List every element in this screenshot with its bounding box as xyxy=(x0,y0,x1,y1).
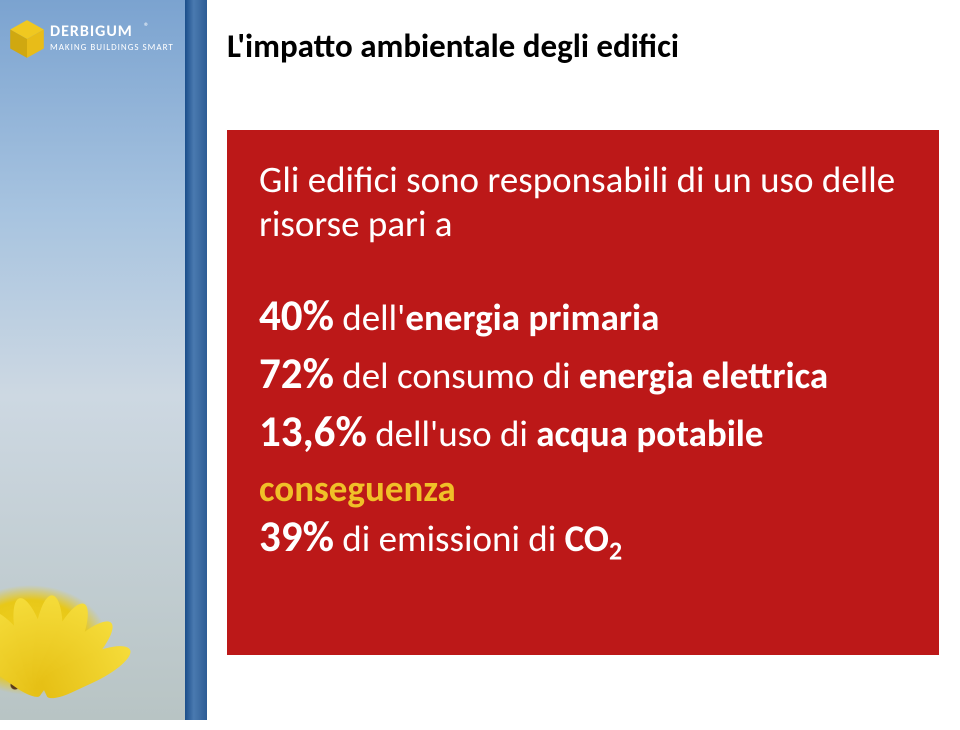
stats-panel: Gli edifici sono responsabili di un uso … xyxy=(227,130,939,655)
consequence-em: CO xyxy=(565,516,609,561)
stat-mid: dell'uso di xyxy=(367,411,536,456)
stat-mid: dell' xyxy=(334,295,405,340)
stat-pct: 13,6% xyxy=(259,405,367,458)
stat-em: acqua potabile xyxy=(536,411,763,456)
consequence-label: conseguenza xyxy=(259,469,907,510)
stat-mid: del consumo di xyxy=(334,353,579,398)
stats-list: 40% dell'energia primaria72% del consumo… xyxy=(259,287,907,461)
brand-name: DERBIGUM xyxy=(50,22,133,41)
stat-em: energia elettrica xyxy=(579,353,828,398)
sunflower-petals xyxy=(0,470,160,730)
consequence-sub: 2 xyxy=(609,534,622,566)
main-content: L'impatto ambientale degli edifici Gli e… xyxy=(207,0,960,720)
cube-icon xyxy=(6,18,48,60)
stat-pct: 72% xyxy=(259,347,334,400)
consequence-text: di emissioni di xyxy=(334,516,565,561)
blue-divider-band xyxy=(185,0,207,720)
stat-line: 40% dell'energia primaria xyxy=(259,287,907,345)
consequence-line: 39% di emissioni di CO2 xyxy=(259,510,907,567)
intro-text: Gli edifici sono responsabili di un uso … xyxy=(259,158,907,247)
consequence-pct: 39% xyxy=(259,510,334,563)
brand-tagline: MAKING BUILDINGS SMART xyxy=(50,42,174,53)
page-title: L'impatto ambientale degli edifici xyxy=(227,26,679,66)
consequence-block: conseguenza 39% di emissioni di CO2 xyxy=(259,469,907,566)
stat-line: 72% del consumo di energia elettrica xyxy=(259,345,907,403)
sidebar-photo: DERBIGUM ® MAKING BUILDINGS SMART xyxy=(0,0,190,720)
stat-pct: 40% xyxy=(259,289,334,342)
registered-mark: ® xyxy=(144,20,149,33)
stat-em: energia primaria xyxy=(405,295,659,340)
stat-line: 13,6% dell'uso di acqua potabile xyxy=(259,403,907,461)
